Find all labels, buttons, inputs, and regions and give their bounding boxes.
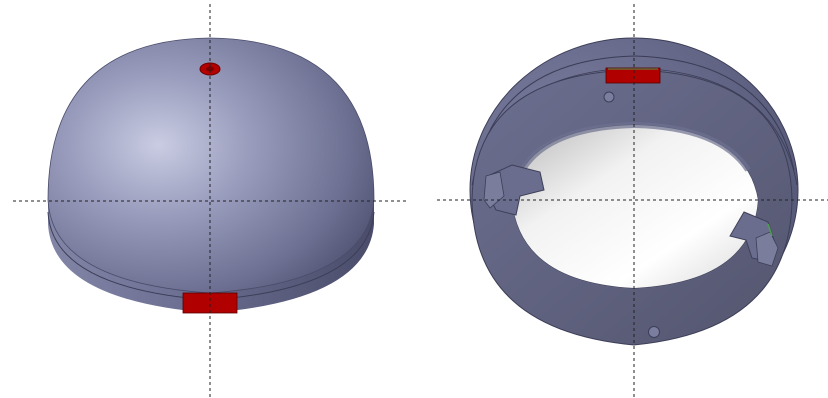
inner-cavity (512, 125, 758, 288)
left-slot-key (483, 171, 505, 209)
dome-exterior-view (13, 4, 408, 398)
shell-band-line (475, 55, 795, 171)
dome-hemisphere (47, 37, 375, 294)
top-marker-center (206, 66, 214, 72)
right-slot-key (755, 231, 779, 267)
top-pin (603, 91, 615, 103)
bottom-pin (648, 326, 660, 338)
green-edge-accent (767, 223, 773, 237)
dome-interior-view (437, 4, 828, 398)
top-marker-block (605, 67, 661, 84)
